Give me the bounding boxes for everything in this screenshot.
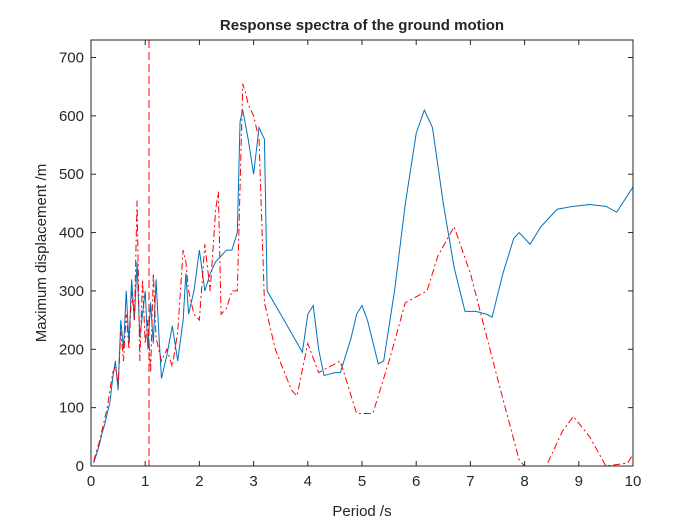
y-tick-label: 100 — [59, 400, 84, 417]
x-tick-label: 5 — [358, 473, 366, 490]
x-tick-label: 0 — [87, 473, 95, 490]
series-line — [93, 108, 633, 464]
y-axis-label: Maximum displacement /m — [33, 164, 50, 342]
x-tick-label: 8 — [520, 473, 528, 490]
y-tick-label: 200 — [59, 341, 84, 358]
x-tick-label: 1 — [141, 473, 149, 490]
y-tick-label: 500 — [59, 166, 84, 183]
y-tick-label: 0 — [76, 458, 84, 475]
x-tick-label: 7 — [466, 473, 474, 490]
x-tick-label: 6 — [412, 473, 420, 490]
y-tick-label: 300 — [59, 283, 84, 300]
x-tick-label: 2 — [195, 473, 203, 490]
x-tick-label: 10 — [625, 473, 642, 490]
y-tick-label: 600 — [59, 108, 84, 125]
x-axis-label: Period /s — [332, 503, 391, 520]
x-tick-label: 4 — [304, 473, 312, 490]
x-tick-label: 3 — [249, 473, 257, 490]
chart-title: Response spectra of the ground motion — [220, 17, 504, 34]
y-tick-label: 700 — [59, 50, 84, 67]
y-tick-label: 400 — [59, 225, 84, 242]
series-line — [93, 83, 633, 466]
x-tick-label: 9 — [575, 473, 583, 490]
